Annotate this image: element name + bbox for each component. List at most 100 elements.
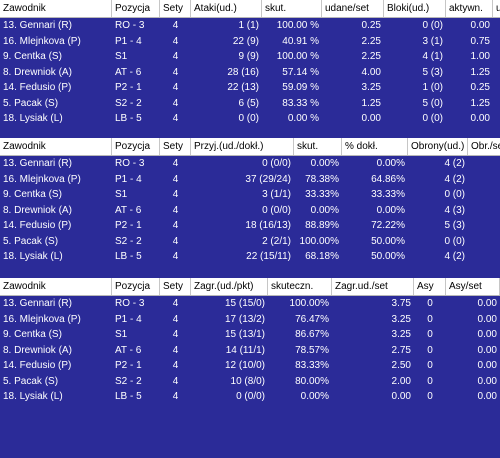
- position-col-header[interactable]: Pozycja: [112, 138, 160, 155]
- table-row[interactable]: 14. Fedusio (P) P2 - 1 4 22 (13) 59.09 % 3.25…: [0, 80, 500, 96]
- stat-cell: 4 (2): [444, 251, 465, 262]
- player-col-header[interactable]: Zawodnik: [0, 0, 112, 17]
- sets-col-header[interactable]: Sety: [160, 0, 191, 17]
- stat-cell: 0.00: [477, 391, 497, 402]
- player-name: 13. Gennari (R): [3, 158, 72, 169]
- stat-cell: 1.00: [470, 51, 490, 62]
- serve-eff-col-header[interactable]: skuteczn.: [268, 278, 332, 295]
- stat-cell: 33.33%: [305, 189, 339, 200]
- sets-played: 4: [172, 82, 179, 93]
- table-row[interactable]: 14. Fedusio (P) P2 - 1 4 12 (10/0) 83.33% 2.5…: [0, 358, 500, 374]
- reception-col-header[interactable]: Przyj.(ud./dokł.): [191, 138, 294, 155]
- stat-cell: 0: [427, 298, 433, 309]
- stat-cell: 0.25: [493, 49, 500, 64]
- player-name: 5. Pacak (S): [3, 235, 59, 247]
- table-row[interactable]: 5. Pacak (S) S2 - 2 4 2 (2/1) 100.00% 50.00% 0…: [0, 234, 500, 250]
- player-position: LB - 5: [115, 251, 142, 262]
- table-row[interactable]: 18. Lysiak (L) LB - 5 4 0 (0) 0.00 % 0.00 0 (0…: [0, 111, 500, 127]
- stat-cell: 2.25: [361, 35, 381, 47]
- table-row[interactable]: 13. Gennari (R) RO - 3 4 0 (0/0) 0.00% 0.00% 4…: [0, 156, 500, 172]
- stat-cell: 0.00%: [310, 204, 339, 216]
- sets-played: 4: [172, 360, 179, 371]
- table-row[interactable]: 9. Centka (S) S1 4 15 (13/1) 86.67% 3.25 0 0.00: [0, 327, 500, 343]
- table-row[interactable]: 16. Mlejnkova (P) P1 - 4 4 37 (29/24) 78.38%…: [0, 172, 500, 188]
- table-row[interactable]: 8. Drewniok (A) AT - 6 4 0 (0/0) 0.00% 0.00% 4…: [0, 203, 500, 219]
- attacks-col-header[interactable]: Ataki(ud.): [191, 0, 262, 17]
- table-row[interactable]: 8. Drewniok (A) AT - 6 4 14 (11/1) 78.57% 2.7…: [0, 343, 500, 359]
- stat-cell: 59.09 %: [282, 82, 319, 93]
- stat-cell: 2.50: [391, 360, 411, 371]
- player-name: 5. Pacak (S): [3, 375, 59, 387]
- stat-cell: 5 (3): [422, 66, 443, 78]
- serves-col-header[interactable]: Zagr.(ud./pkt): [191, 278, 268, 295]
- table-row[interactable]: 14. Fedusio (P) P2 - 1 4 18 (16/13) 88.89% 72…: [0, 218, 500, 234]
- position-col-header[interactable]: Pozycja: [112, 0, 160, 17]
- stat-cell: 0.50: [468, 172, 500, 187]
- digs-col-header[interactable]: Obrony(ud.): [408, 138, 468, 155]
- blocks-per-set-col-header[interactable]: ud./se: [493, 0, 500, 17]
- table-row[interactable]: 5. Pacak (S) S2 - 2 4 10 (8/0) 80.00% 2.00 0 0.…: [0, 374, 500, 390]
- sets-played: 4: [172, 35, 179, 47]
- stat-cell: 50.00%: [371, 235, 405, 247]
- attacks-per-set-col-header[interactable]: udane/set: [322, 0, 384, 17]
- table-row[interactable]: 9. Centka (S) S1 4 3 (1/1) 33.33% 33.33% 0 (0)…: [0, 187, 500, 203]
- stat-cell: 0.00: [477, 375, 497, 387]
- player-name: 16. Mlejnkova (P): [3, 35, 81, 47]
- stat-cell: 0.75: [493, 65, 500, 80]
- stat-cell: 3 (1): [422, 35, 443, 47]
- stat-cell: 0.00: [361, 113, 381, 124]
- stat-cell: 17 (13/2): [224, 313, 265, 325]
- stat-cell: 1.25: [361, 97, 381, 109]
- stat-cell: 0 (0): [422, 20, 443, 31]
- sets-col-header[interactable]: Sety: [160, 138, 191, 155]
- blocks-col-header[interactable]: Bloki(ud.): [384, 0, 446, 17]
- table-row[interactable]: 5. Pacak (S) S2 - 2 4 6 (5) 83.33 % 1.25 5 (0)…: [0, 96, 500, 112]
- player-col-header[interactable]: Zawodnik: [0, 138, 112, 155]
- player-position: S2 - 2: [115, 375, 142, 387]
- stat-cell: 0.00%: [376, 158, 405, 169]
- serve-header-row: Zawodnik Pozycja Sety Zagr.(ud./pkt) skutecz…: [0, 278, 500, 296]
- table-row[interactable]: 9. Centka (S) S1 4 9 (9) 100.00 % 2.25 4 (1) 1.…: [0, 49, 500, 65]
- sets-played: 4: [172, 97, 179, 109]
- player-name: 14. Fedusio (P): [3, 220, 72, 231]
- stat-cell: 12 (10/0): [224, 360, 265, 371]
- stat-cell: 0.50: [468, 156, 500, 171]
- player-name: 16. Mlejnkova (P): [3, 313, 81, 325]
- stat-cell: 28 (16): [227, 66, 259, 78]
- player-position: S1: [115, 51, 128, 62]
- stat-cell: 0.00%: [300, 391, 329, 402]
- table-row[interactable]: 13. Gennari (R) RO - 3 4 1 (1) 100.00 % 0.25 0…: [0, 18, 500, 34]
- player-name: 13. Gennari (R): [3, 298, 72, 309]
- sets-col-header[interactable]: Sety: [160, 278, 191, 295]
- stat-cell: 0.00: [470, 20, 490, 31]
- table-row[interactable]: 8. Drewniok (A) AT - 6 4 28 (16) 57.14 % 4.00…: [0, 65, 500, 81]
- block-activity-col-header[interactable]: aktywn.: [446, 0, 493, 17]
- player-position: S2 - 2: [115, 235, 142, 247]
- attack-eff-col-header[interactable]: skut.: [262, 0, 322, 17]
- stat-cell: 0.00: [493, 80, 500, 95]
- player-name: 9. Centka (S): [3, 329, 62, 340]
- player-position: S2 - 2: [115, 97, 142, 109]
- player-position: P2 - 1: [115, 360, 142, 371]
- digs-per-set-col-header[interactable]: Obr./se: [468, 138, 500, 155]
- table-row[interactable]: 13. Gennari (R) RO - 3 4 15 (15/0) 100.00% 3.…: [0, 296, 500, 312]
- stat-cell: 68.18%: [305, 251, 339, 262]
- sets-played: 4: [172, 344, 179, 356]
- reception-eff-col-header[interactable]: skut.: [294, 138, 342, 155]
- aces-per-set-col-header[interactable]: Asy/set: [446, 278, 500, 295]
- aces-col-header[interactable]: Asy: [414, 278, 446, 295]
- stat-cell: 14 (11/1): [225, 344, 265, 356]
- table-row[interactable]: 18. Lysiak (L) LB - 5 4 0 (0/0) 0.00% 0.00 0 0.…: [0, 389, 500, 405]
- table-row[interactable]: 16. Mlejnkova (P) P1 - 4 4 22 (9) 40.91 % 2.2…: [0, 34, 500, 50]
- player-position: P2 - 1: [115, 82, 142, 93]
- player-col-header[interactable]: Zawodnik: [0, 278, 112, 295]
- serves-per-set-col-header[interactable]: Zagr.ud./set: [332, 278, 414, 295]
- stat-cell: 10 (8/0): [230, 375, 265, 387]
- player-name: 13. Gennari (R): [3, 20, 72, 31]
- table-row[interactable]: 18. Lysiak (L) LB - 5 4 22 (15/11) 68.18% 50.…: [0, 249, 500, 265]
- reception-accuracy-col-header[interactable]: % dokł.: [342, 138, 408, 155]
- player-name: 14. Fedusio (P): [3, 360, 72, 371]
- position-col-header[interactable]: Pozycja: [112, 278, 160, 295]
- table-row[interactable]: 16. Mlejnkova (P) P1 - 4 4 17 (13/2) 76.47% 3…: [0, 312, 500, 328]
- stat-cell: 83.33%: [295, 360, 329, 371]
